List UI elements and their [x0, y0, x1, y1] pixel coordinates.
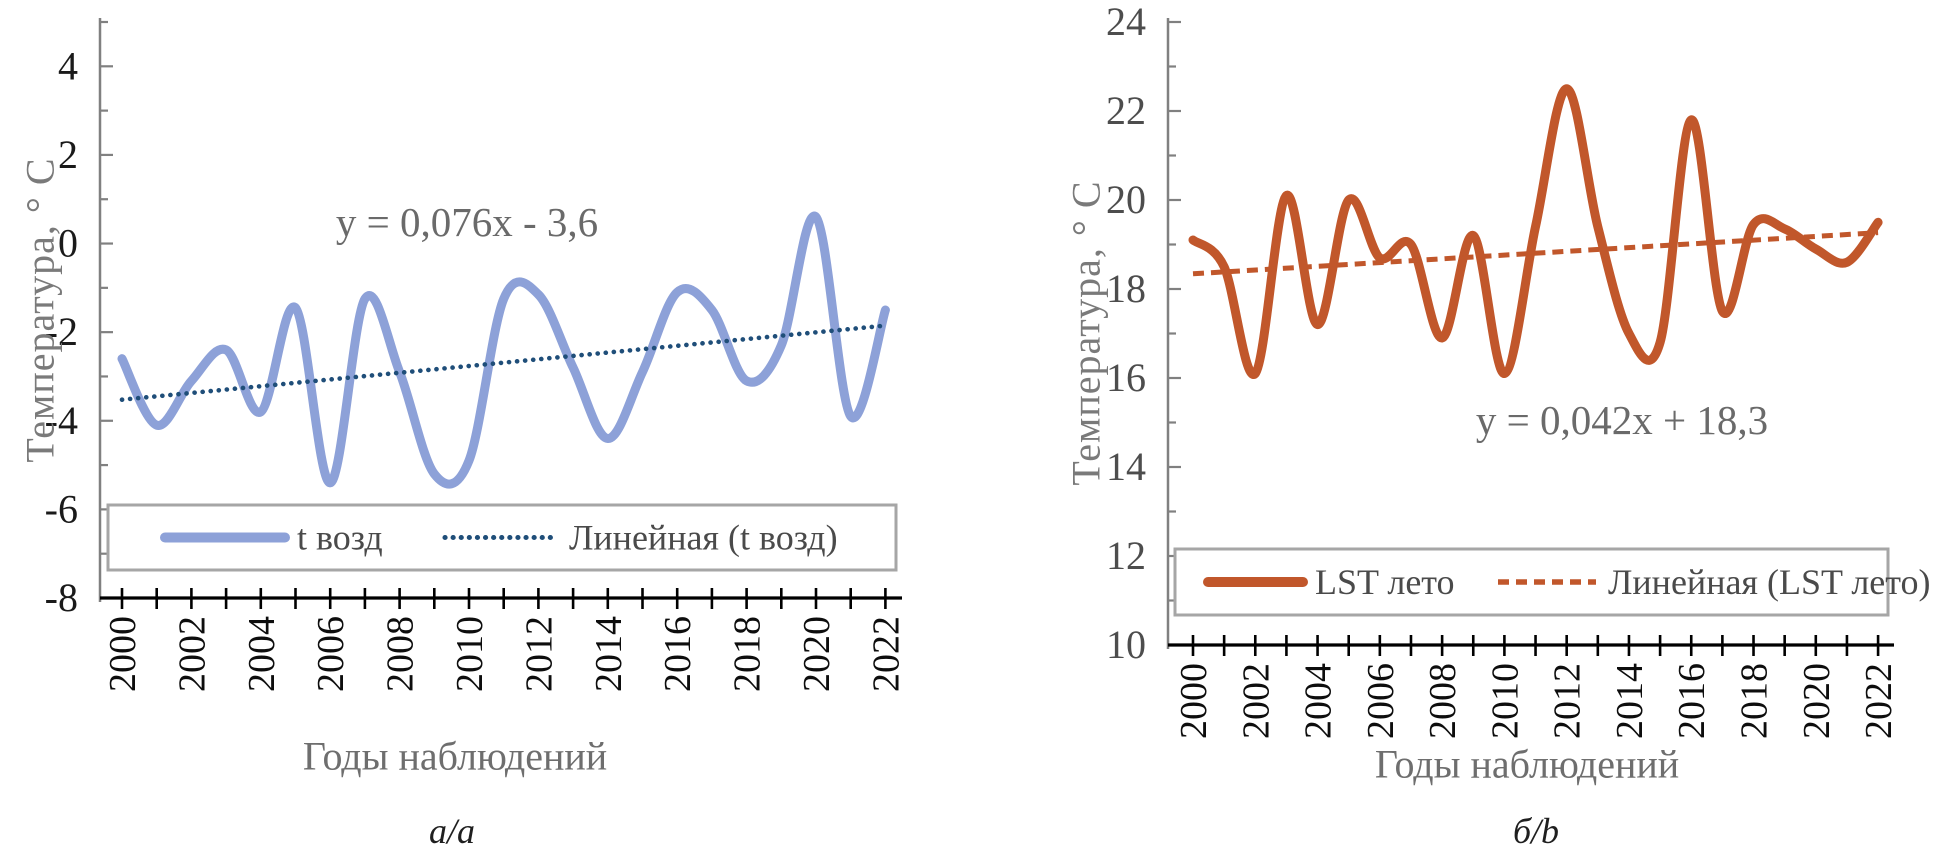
panel-a-y-tick-label: -6	[45, 486, 78, 531]
panel-b-y-tick-label: 12	[1106, 533, 1146, 578]
panel-b-y-tick-label: 24	[1106, 0, 1146, 44]
panel-b-x-tick-label: 2012	[1547, 663, 1589, 739]
panel-a-x-tick-label: 2000	[102, 616, 144, 692]
panel-b-x-tick-label: 2004	[1298, 663, 1340, 739]
panel-a-x-tick-label: 2018	[727, 616, 769, 692]
panel-a-y-tick-label: -8	[45, 575, 78, 620]
panel-b-legend-label-trend: Линейная (LST лето)	[1608, 562, 1931, 602]
panel-b-x-tick-label: 2006	[1360, 663, 1402, 739]
panel-a-x-tick-label: 2002	[171, 616, 213, 692]
panel-b-y-tick-label: 18	[1106, 266, 1146, 311]
panel-a-legend-label-series: t возд	[297, 518, 383, 558]
panel-b-x-tick-label: 2008	[1422, 663, 1464, 739]
panel-a-y-tick-label: -4	[45, 398, 78, 443]
panel-a-data-curve	[117, 211, 890, 489]
panel-b-x-tick-label: 2014	[1609, 663, 1651, 739]
panel-b-y-tick-label: 10	[1106, 622, 1146, 667]
panel-b-y-tick-label: 14	[1106, 444, 1146, 489]
panel-b-y-tick-label: 22	[1106, 88, 1146, 133]
panel-a-trend-line	[119, 323, 888, 402]
panel-a-x-tick-label: 2016	[657, 616, 699, 692]
panel-b-x-tick-label: 2016	[1671, 663, 1713, 739]
panel-a-x-tick-label: 2012	[518, 616, 560, 692]
panel-b-x-tick-label: 2020	[1796, 663, 1838, 739]
panel-a-y-tick-label: 2	[58, 132, 78, 177]
panel-b-trend-line	[1192, 230, 1879, 277]
panel-b-y-tick-label: 20	[1106, 177, 1146, 222]
panel-a-legend-label-trend: Линейная (t возд)	[569, 518, 838, 558]
panel-b-x-tick-label: 2002	[1235, 663, 1277, 739]
panel-b-y-tick-label: 16	[1106, 355, 1146, 400]
panel-a-x-tick-label: 2008	[380, 616, 422, 692]
panel-a-y-tick-label: 0	[58, 221, 78, 266]
panel-b-x-tick-label: 2018	[1734, 663, 1776, 739]
panel-b-x-tick-label: 2010	[1484, 663, 1526, 739]
panel-a-x-tick-label: 2006	[310, 616, 352, 692]
panel-b-data-curve	[1188, 84, 1883, 379]
panel-a-x-tick-label: 2022	[865, 616, 907, 692]
panel-b-legend-label-series: LST лето	[1315, 562, 1455, 602]
panel-a-y-tick-label: -2	[45, 309, 78, 354]
panel-b-x-tick-label: 2000	[1173, 663, 1215, 739]
panel-a-x-tick-label: 2010	[449, 616, 491, 692]
panel-a-x-tick-label: 2004	[241, 616, 283, 692]
panel-b-x-tick-label: 2022	[1858, 663, 1900, 739]
panel-a-y-tick-label: 4	[58, 43, 78, 88]
panel-a-x-tick-label: 2020	[796, 616, 838, 692]
panel-a-x-tick-label: 2014	[588, 616, 630, 692]
